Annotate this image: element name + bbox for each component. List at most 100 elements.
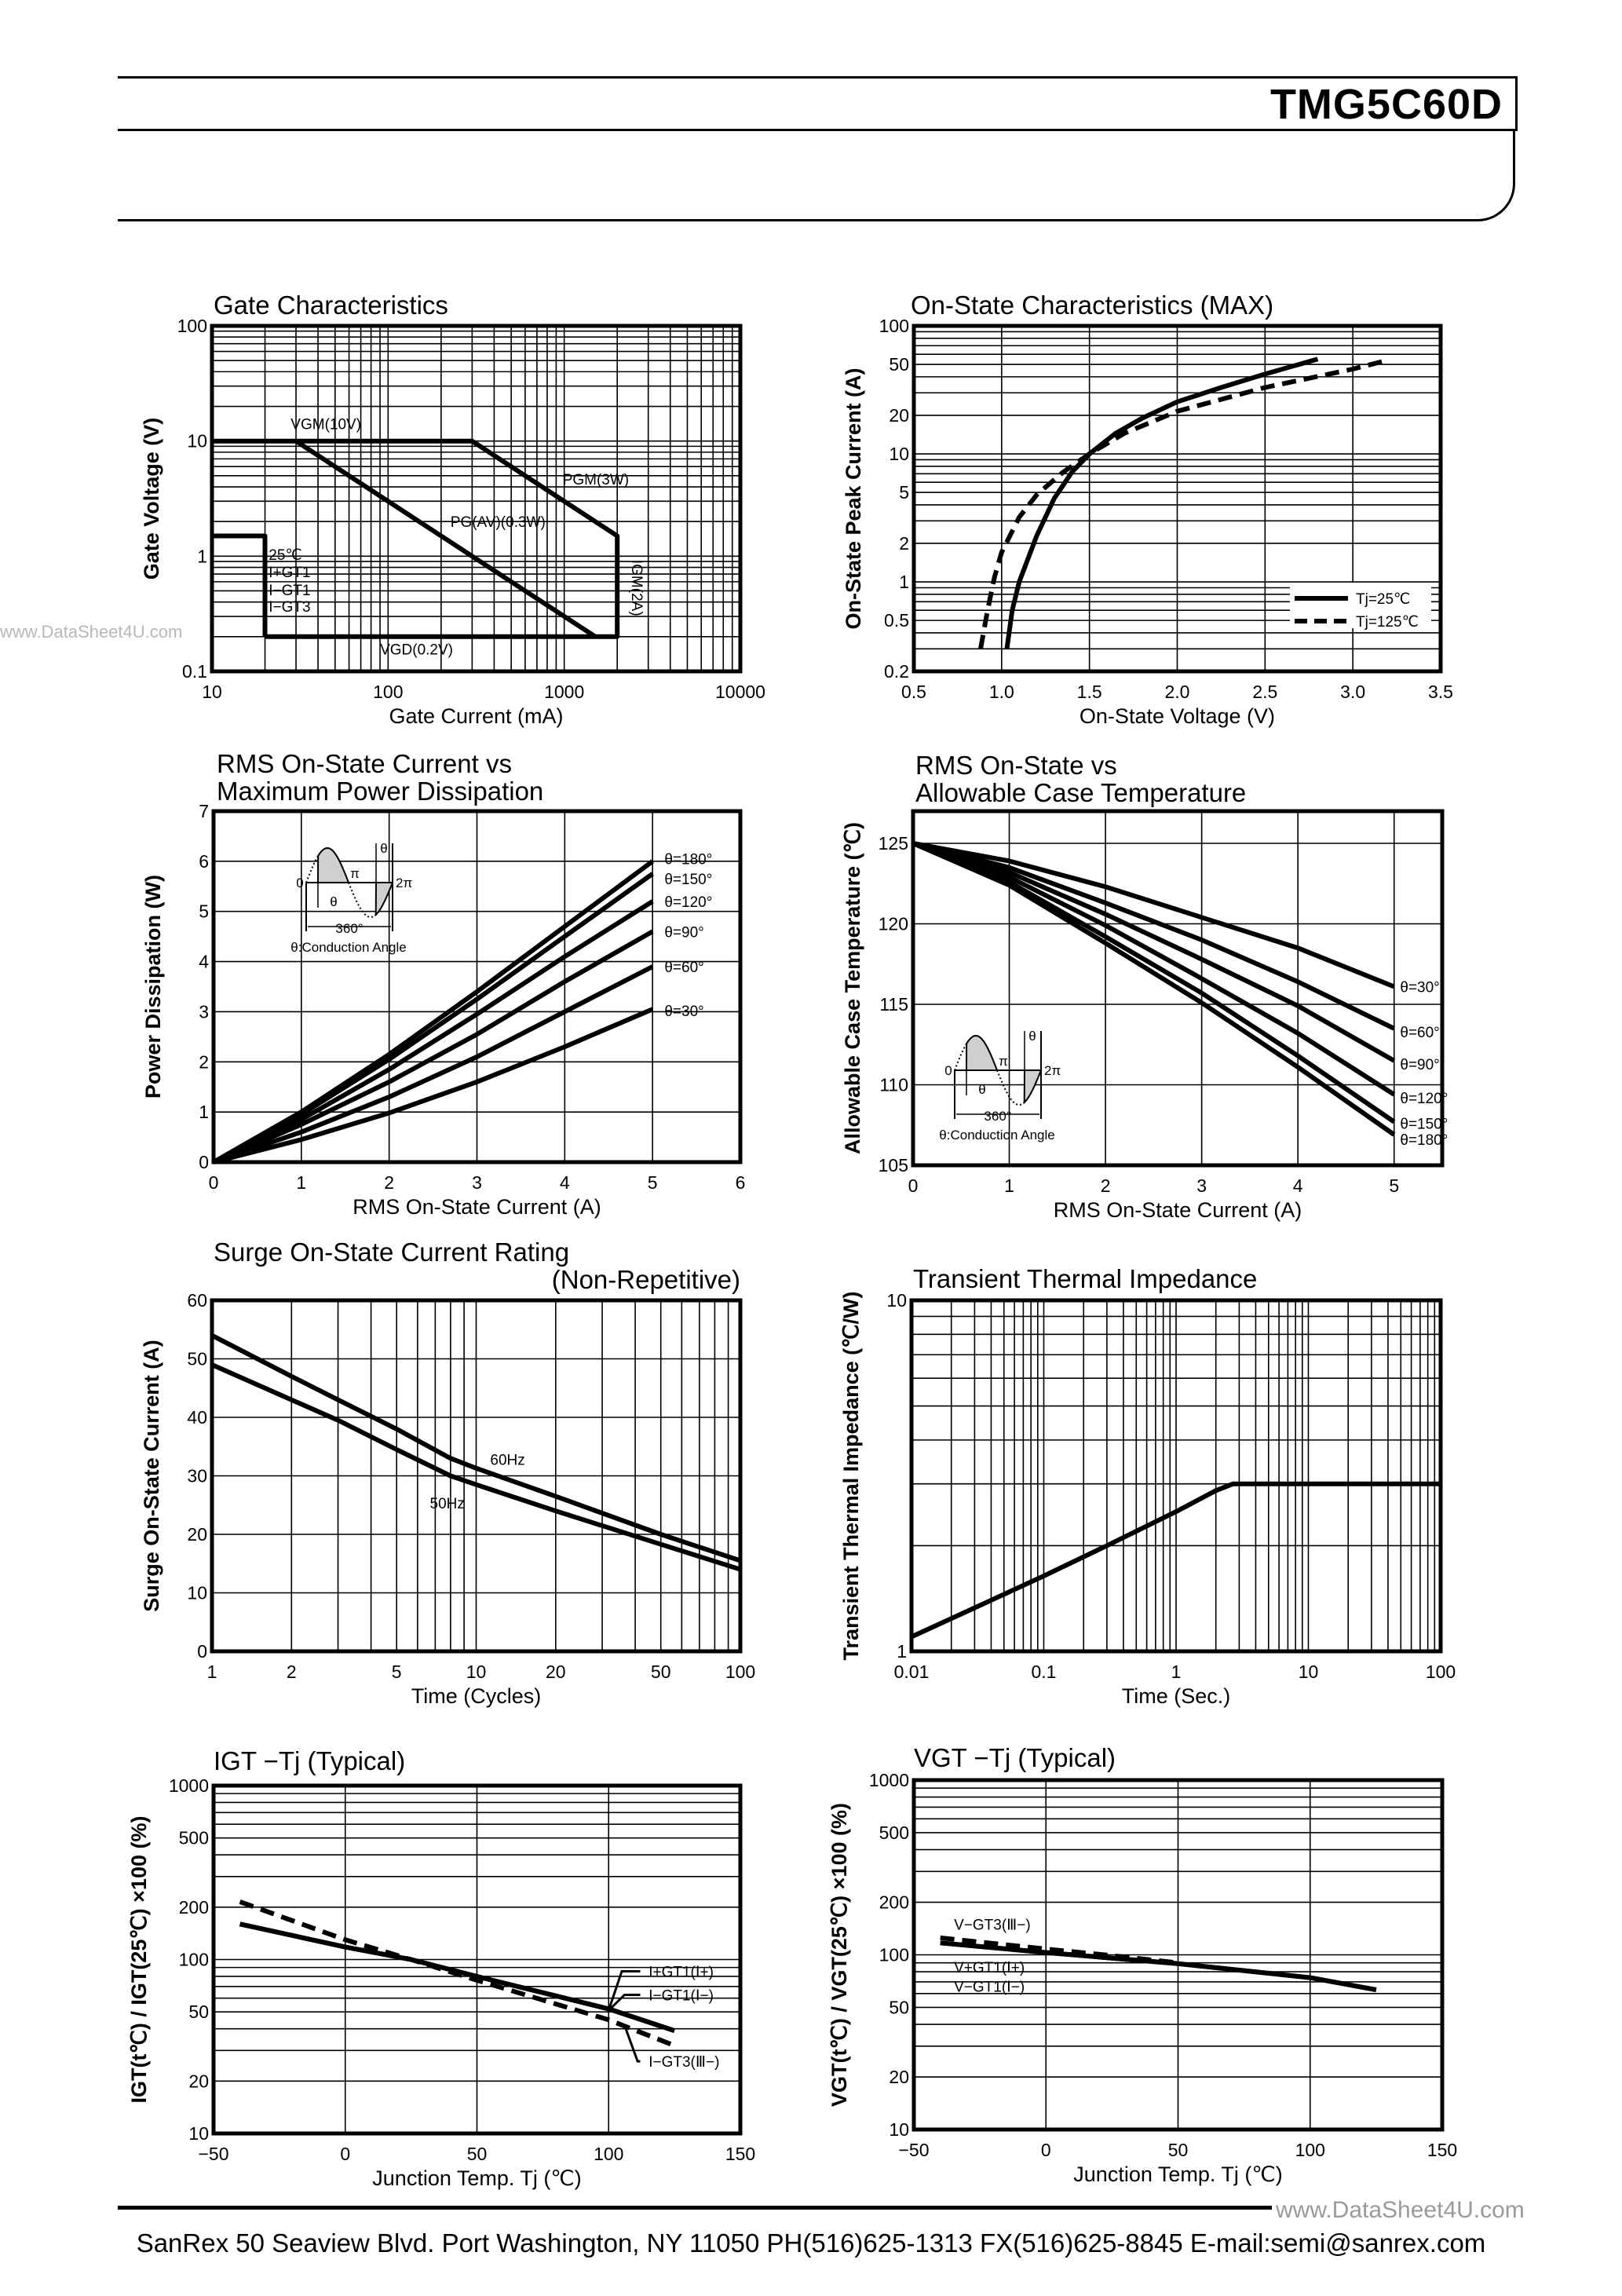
chart-7: IGT −Tj (Typical) −50 0 50 100 150 10 20 50 100 20… [127, 1746, 755, 2190]
series-label: V+GT1(Ⅰ+) [954, 1960, 1025, 1976]
series-label: V−GT1(Ⅰ−) [954, 1980, 1025, 1996]
diagram-label-two-pi: 2π [396, 876, 412, 890]
chart-title: (Non-Repetitive) [552, 1265, 740, 1294]
series-line-2 [239, 1921, 676, 2033]
y-tick-label: 100 [177, 316, 207, 336]
x-tick-label: −50 [898, 2140, 929, 2160]
plot-frame [911, 1778, 1445, 2132]
series-label: θ=90° [1400, 1057, 1439, 1073]
y-tick-label: 100 [879, 1945, 909, 1965]
x-tick-label: 100 [725, 1662, 755, 1682]
y-tick-label: 2 [899, 533, 909, 554]
y-tick-label: 200 [879, 1892, 909, 1913]
chart-title: RMS On-State Current vs [217, 749, 512, 778]
series-line-2 [978, 357, 1389, 649]
x-tick-label: 3.0 [1340, 682, 1365, 702]
series-label: 50Hz [430, 1496, 465, 1512]
conduction-hatch-negative [1023, 1069, 1043, 1105]
series-label: θ=60° [1400, 1025, 1439, 1041]
series-label: θ=60° [664, 960, 703, 976]
y-tick-label: 6 [199, 851, 209, 872]
series-label: I−GT3(Ⅲ−) [648, 2054, 719, 2071]
plot-frame [211, 1783, 743, 2136]
conduction-hatch-positive [965, 1034, 999, 1071]
series-line-2 [912, 841, 1396, 1031]
y-tick-label: 0.2 [884, 661, 909, 682]
x-tick-label: 150 [725, 2144, 755, 2164]
x-axis-label: Junction Temp. Tj (℃) [372, 2166, 581, 2190]
y-tick-label: 100 [179, 1950, 209, 1970]
y-axis-label: Gate Voltage (V) [140, 418, 163, 580]
part-number-title: TMG5C60D [1269, 81, 1503, 128]
conduction-hatch-negative [374, 882, 394, 917]
x-tick-label: 2 [287, 1662, 297, 1682]
x-tick-label: 50 [1168, 2140, 1189, 2160]
diagram-label-theta: θ [380, 841, 387, 856]
y-axis-label: VGT(t℃) / VGT(25℃) ×100 (%) [827, 1803, 851, 2107]
y-tick-label: 0.1 [182, 661, 207, 682]
plot-frame [210, 324, 743, 674]
series-label: θ=150° [1400, 1117, 1448, 1133]
series-line-5 [213, 964, 654, 1164]
series-line-4 [912, 841, 1396, 1097]
y-tick-label: 1 [897, 1641, 907, 1662]
x-tick-label: 5 [1389, 1175, 1399, 1196]
series-line [294, 439, 597, 639]
footer-address: SanRex 50 Seaview Blvd. Port Washington,… [136, 2228, 1486, 2258]
y-tick-label: 1000 [169, 1775, 209, 1796]
legend-box [1290, 583, 1431, 628]
y-tick-label: 0 [199, 1152, 209, 1172]
x-tick-label: 1 [296, 1172, 306, 1193]
conduction-hatch-positive [316, 846, 350, 883]
chart-title: Gate Characteristics [214, 291, 448, 320]
chart-2: On-State Characteristics (MAX) 0.5 1.0 1.5 2… [842, 291, 1453, 728]
x-tick-label: 3 [472, 1172, 482, 1193]
annotation-label: 25℃ [269, 547, 301, 564]
series-label: θ=180° [664, 852, 712, 868]
y-tick-label: 20 [889, 405, 909, 426]
y-tick-label: 50 [187, 1349, 207, 1369]
x-tick-label: 100 [594, 2144, 623, 2164]
label-leader-line [608, 1994, 641, 2012]
x-tick-label: 150 [1427, 2140, 1457, 2160]
x-tick-label: 3.5 [1428, 682, 1453, 702]
x-axis-label: RMS On-State Current (A) [1054, 1198, 1302, 1222]
series-line-3 [239, 1899, 676, 2048]
plot-frame [911, 324, 1443, 674]
diagram-label-zero: 0 [296, 876, 303, 890]
x-tick-label: 6 [736, 1172, 746, 1193]
y-tick-label: 100 [879, 316, 909, 336]
series-label: θ=30° [664, 1004, 703, 1020]
series-line-3 [940, 1940, 1377, 1993]
y-tick-label: 40 [187, 1407, 207, 1428]
y-tick-label: 20 [187, 1524, 207, 1545]
legend-label: Tj=125℃ [1356, 614, 1419, 631]
series-line-6 [213, 1007, 654, 1164]
series-line-1 [1004, 356, 1319, 649]
series-label: θ=120° [664, 894, 712, 911]
header-frame [118, 129, 1515, 221]
y-tick-label: 50 [889, 1997, 909, 2017]
x-tick-label: 1000 [544, 682, 584, 702]
x-axis-label: RMS On-State Current (A) [353, 1195, 601, 1219]
y-tick-label: 1 [197, 546, 207, 566]
series-line [910, 1481, 1441, 1640]
series-line-5 [911, 841, 1396, 1124]
annotation-label: I+GT1 [269, 565, 310, 581]
footer-rule [118, 2206, 1272, 2210]
chart-6: Transient Thermal Impedance 0.01 0.1 1 10 100… [839, 1264, 1456, 1708]
diagram-label-theta: θ [1028, 1029, 1036, 1044]
series-line [212, 533, 268, 637]
annotation-label: I−GT3 [269, 599, 310, 616]
chart-title: VGT −Tj (Typical) [914, 1743, 1116, 1772]
x-tick-label: 2.0 [1165, 682, 1190, 702]
diagram-label-pi: π [350, 866, 360, 881]
x-tick-label: 10 [466, 1662, 487, 1682]
x-tick-label: 1.5 [1077, 682, 1102, 702]
series-label: V−GT3(Ⅲ−) [954, 1917, 1031, 1933]
y-tick-label: 105 [879, 1155, 908, 1175]
x-tick-label: 50 [651, 1662, 671, 1682]
x-tick-label: 100 [1295, 2140, 1325, 2160]
